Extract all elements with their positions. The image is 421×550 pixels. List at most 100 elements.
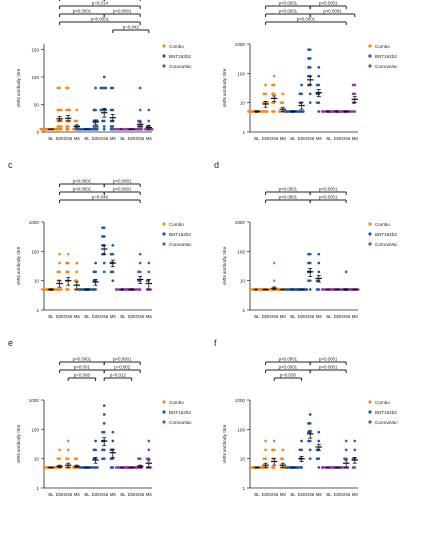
series-bnt162b2: BL D28 D56 M6 <box>283 48 322 141</box>
data-point <box>339 288 343 291</box>
data-point <box>272 279 276 283</box>
significance-bracket: p<0.0001 <box>265 195 311 203</box>
data-point <box>111 243 115 247</box>
legend-label: BNT162b2 <box>375 232 397 237</box>
x-tick-label: D56 <box>100 314 109 319</box>
data-point <box>281 448 285 452</box>
p-value-label: p<0.0001 <box>319 1 338 6</box>
p-value-label: p<0.0001 <box>73 179 92 184</box>
data-point <box>315 457 319 461</box>
p-value-label: p<0.0001 <box>279 365 298 370</box>
legend-label: CoronaVac <box>169 242 192 247</box>
data-point <box>94 86 97 90</box>
legend-label: BNT162b2 <box>169 54 191 59</box>
legend-label: Combo <box>375 222 390 227</box>
x-tick-label: BL <box>48 136 54 141</box>
y-tick-label: 1 <box>242 308 245 313</box>
data-point <box>95 125 99 128</box>
data-point <box>138 252 142 256</box>
data-point <box>264 448 267 452</box>
data-point <box>138 261 142 265</box>
data-point <box>356 288 360 291</box>
x-tick-label: D28 <box>56 314 65 319</box>
series-combo: BL D28 D56 M6 <box>41 252 80 319</box>
data-point <box>257 288 261 291</box>
data-point <box>94 439 97 443</box>
data-point <box>111 430 115 434</box>
data-point <box>262 110 266 113</box>
significance-bracket: p<0.0001 <box>309 1 347 9</box>
legend-swatch <box>162 410 166 414</box>
data-point <box>59 108 63 112</box>
x-tick-label: D56 <box>306 314 315 319</box>
data-point <box>317 430 321 434</box>
data-point <box>305 288 309 291</box>
data-point <box>298 110 302 113</box>
data-point <box>137 127 140 131</box>
x-tick-label: D56 <box>342 492 351 497</box>
data-point <box>343 457 346 461</box>
x-tick-label: D56 <box>64 136 73 141</box>
data-point <box>101 457 104 461</box>
series-bnt162b2: BL D28 D56 M6 <box>284 252 322 319</box>
y-tick-label: 1 <box>36 486 39 491</box>
data-point <box>121 127 125 131</box>
data-point <box>56 125 60 128</box>
data-point <box>137 119 140 123</box>
data-point <box>147 261 151 265</box>
data-point <box>102 270 106 274</box>
data-point <box>92 279 96 283</box>
data-point <box>271 466 274 469</box>
p-value-label: p<0.0001 <box>113 357 132 362</box>
data-point <box>320 466 324 469</box>
legend-swatch <box>368 64 372 68</box>
legend-item: CoronaVac <box>368 64 398 69</box>
p-value-label: p<0.0001 <box>279 9 298 14</box>
y-tick-label: 1000 <box>235 220 246 225</box>
legend-item: BNT162b2 <box>162 410 191 415</box>
data-point <box>123 466 127 469</box>
x-tick-label: D56 <box>306 136 315 141</box>
legend-item: CoronaVac <box>368 420 398 425</box>
data-point <box>101 119 104 123</box>
data-point <box>92 270 96 274</box>
data-point <box>279 101 283 105</box>
series-bnt162b2: BL D28 D56 M6 <box>284 413 322 497</box>
x-tick-label: BL <box>254 136 260 141</box>
x-tick-label: D28 <box>128 492 137 497</box>
p-value-label: p<0.0001 <box>113 179 132 184</box>
y-tick-label: 0 <box>36 130 39 135</box>
data-point <box>298 92 302 96</box>
x-tick-label: BL <box>254 314 260 319</box>
x-tick-label: D28 <box>334 136 343 141</box>
legend-label: Combo <box>375 44 390 49</box>
data-point <box>102 75 106 79</box>
y-tick-label: 1 <box>36 308 39 313</box>
p-value-label: p=0.014 <box>92 1 109 6</box>
legend-label: BNT162b2 <box>169 232 191 237</box>
data-point <box>140 127 144 131</box>
legend-swatch <box>162 54 166 58</box>
y-tick-label: 10 <box>34 457 40 462</box>
data-point <box>102 404 106 408</box>
x-tick-label: BL <box>48 492 54 497</box>
data-point <box>104 108 108 112</box>
data-point <box>307 279 310 283</box>
x-tick-label: D28 <box>128 314 137 319</box>
data-point <box>92 288 96 291</box>
data-point <box>72 127 75 131</box>
data-point <box>114 288 118 291</box>
data-point <box>75 270 79 274</box>
data-point <box>353 439 357 443</box>
data-point <box>271 110 274 113</box>
data-point <box>99 108 103 112</box>
significance-bracket: p=0.042 <box>112 25 150 33</box>
x-tick-label: BL <box>290 492 296 497</box>
data-point <box>300 83 303 87</box>
p-value-label: p<0.0001 <box>279 357 298 362</box>
y-tick-label: 50 <box>34 103 40 108</box>
data-point <box>114 466 118 469</box>
data-point <box>271 92 274 96</box>
p-value-label: p<0.0001 <box>319 357 338 362</box>
